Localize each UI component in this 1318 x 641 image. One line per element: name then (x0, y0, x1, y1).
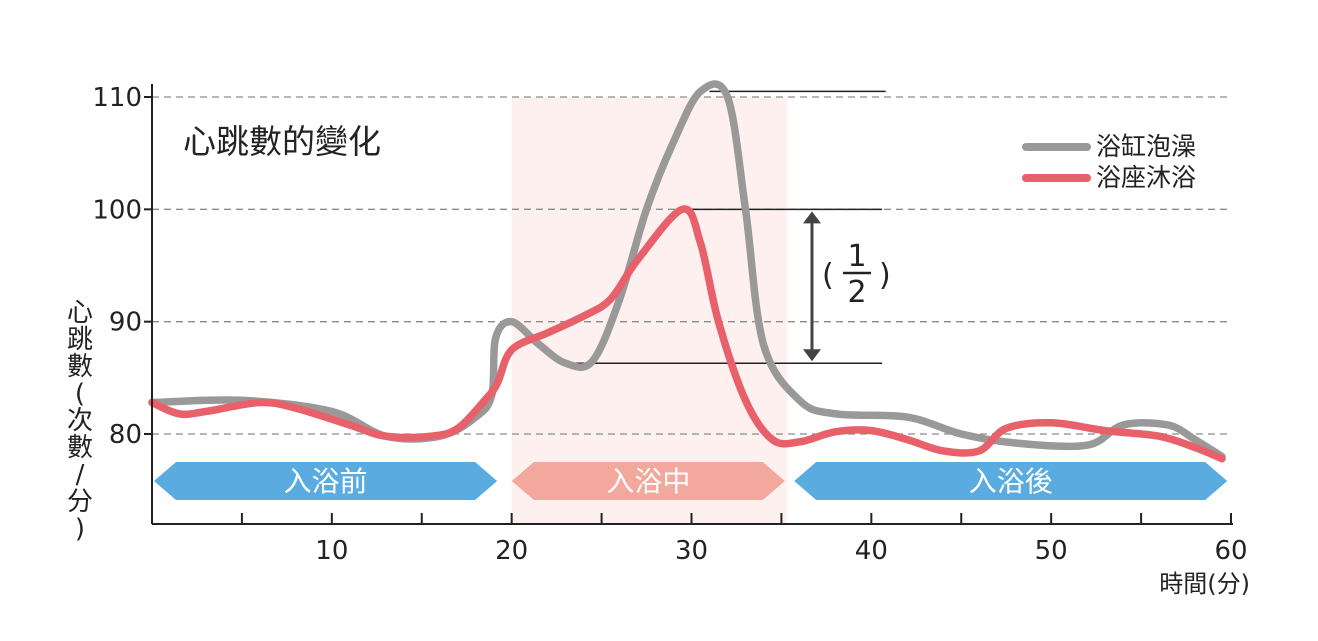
y-tick-label-90: 90 (109, 308, 142, 338)
y-axis-label-char: 數 (67, 352, 93, 382)
legend: 浴缸泡澡 浴座沐浴 (1022, 132, 1196, 192)
legend-label-bath: 浴缸泡澡 (1096, 132, 1196, 161)
paren-left: ( (822, 258, 834, 293)
y-axis-label-char: 心 (67, 298, 93, 328)
y-axis-label: 心跳數(次數/分) (67, 298, 93, 544)
half-fraction-label: ( 1 2 ) (822, 239, 891, 310)
arrowhead-up (802, 211, 821, 224)
y-axis-label-char: 分 (67, 487, 93, 517)
x-tick-label-10: 10 (315, 536, 348, 566)
phase-label-2: 入浴中 (606, 465, 690, 498)
legend-label-shower: 浴座沐浴 (1096, 163, 1196, 192)
y-axis-label-char: / (76, 460, 85, 490)
arrowhead-down (802, 349, 821, 362)
phase-layer: 入浴前 入浴中 入浴後 (154, 462, 1228, 500)
chart-title: 心跳數的變化 (183, 122, 381, 161)
fraction-numerator: 1 (847, 239, 866, 274)
y-tick-label-80: 80 (109, 420, 142, 450)
y-tick-label-110: 110 (92, 83, 142, 113)
x-tick-label-20: 20 (495, 536, 528, 566)
shower-series-line (148, 205, 1226, 463)
phase-arrow-3 (794, 462, 1228, 500)
x-tick-label-50: 50 (1035, 536, 1068, 566)
phase-label-1: 入浴前 (284, 465, 368, 498)
series-layer (148, 80, 1226, 463)
background-layer (511, 97, 787, 524)
paren-right: ) (879, 258, 891, 293)
y-axis-label-char: 次 (67, 406, 93, 436)
shaded-region (511, 97, 787, 524)
y-axis-label-char: 跳 (67, 325, 93, 355)
x-tick-label-30: 30 (675, 536, 708, 566)
x-axis-label: 時間(分) (1159, 570, 1250, 598)
fraction-denominator: 2 (847, 275, 866, 310)
x-tick-label-40: 40 (855, 536, 888, 566)
y-axis-label-char: 數 (67, 433, 93, 463)
y-tick-label-100: 100 (92, 195, 142, 225)
y-axis-label-char: ) (75, 514, 85, 544)
phase-arrow-2 (511, 462, 785, 500)
phase-label-3: 入浴後 (969, 465, 1053, 498)
annotation-layer (565, 90, 886, 364)
phase-arrow-1 (154, 462, 498, 500)
y-axis-label-char: ( (75, 379, 85, 409)
x-tick-label-60: 60 (1214, 536, 1247, 566)
